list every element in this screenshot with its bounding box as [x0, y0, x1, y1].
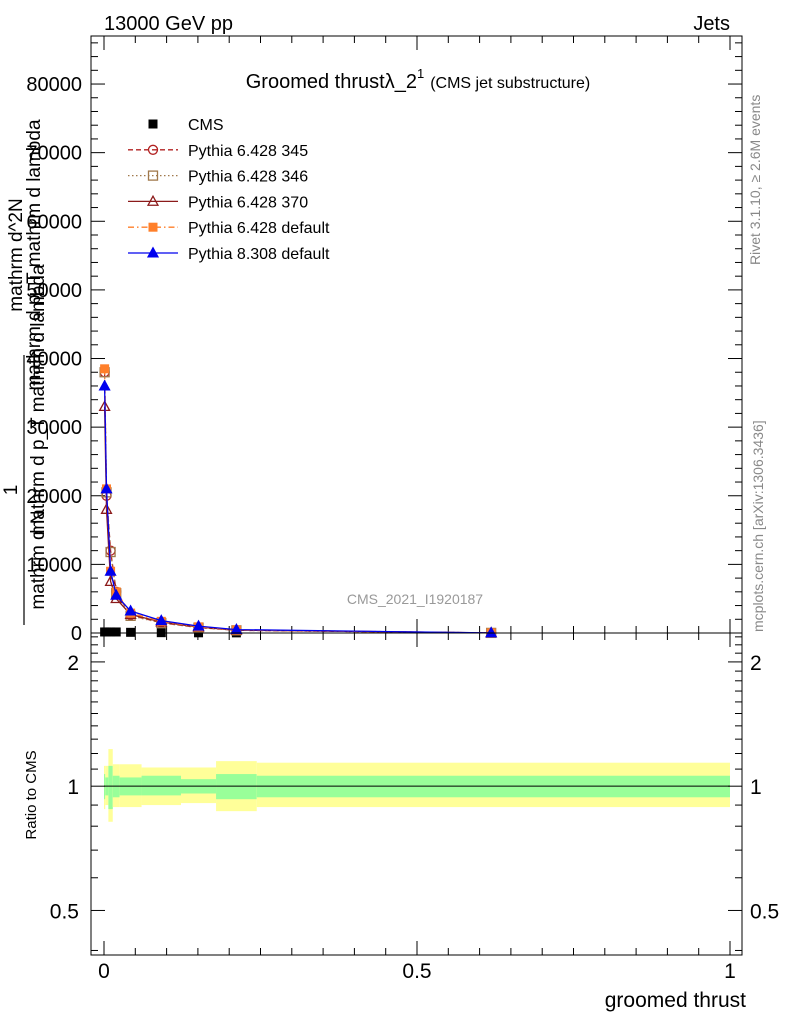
y-label-numerator: 1	[1, 485, 22, 496]
legend-marker	[148, 222, 158, 232]
ratio-bands	[104, 749, 730, 822]
y-label-denominator: mathrm d N	[28, 510, 49, 609]
x-tick-label: 0	[98, 960, 110, 983]
y-label-line3: mathrm d p_T mathrm d lambda	[28, 264, 49, 535]
main-y-tick-label: 50000	[26, 280, 82, 302]
y-label-line1: mathrm d^2N	[6, 198, 27, 311]
ratio-ticks: 0.5 0.5 1 1 2 2 0 0.5 1	[50, 633, 779, 983]
legend-item: Pythia 6.428 345	[128, 143, 308, 160]
legend-label: Pythia 8.308 default	[188, 246, 330, 263]
main-y-tick-label: 80000	[26, 74, 82, 96]
legend-label: Pythia 6.428 370	[188, 194, 308, 211]
chart-title-main: Groomed thrustλ_2	[246, 71, 417, 93]
data-point	[126, 627, 136, 637]
main-y-tick-label: 30000	[26, 417, 82, 439]
main-ticks: 0 10000 20000 30000 40000 50000 60000 70000 8000…	[26, 36, 742, 645]
main-y-tick-label: 70000	[26, 143, 82, 165]
x-tick-label: 0.5	[402, 960, 431, 983]
legend-item: Pythia 6.428 370	[128, 194, 308, 211]
analysis-watermark: CMS_2021_I1920187	[347, 591, 483, 607]
ratio-inner-band	[108, 765, 113, 810]
x-axis-label: groomed thrust	[605, 989, 746, 1012]
legend-marker	[147, 144, 159, 155]
ratio-y-tick-label: 2	[67, 652, 79, 675]
legend-item: Pythia 8.308 default	[128, 246, 330, 263]
legend-label: CMS	[188, 117, 224, 134]
process-label: Jets	[693, 13, 730, 35]
data-point	[100, 502, 113, 514]
main-y-axis-label: mathrm d^2N mathrm d p_T mathrm d lambda…	[1, 119, 49, 625]
data-point	[485, 626, 498, 638]
data-point	[192, 619, 205, 631]
main-y-tick-label: 40000	[26, 349, 82, 371]
data-point	[105, 546, 116, 558]
rivet-label: Rivet 3.1.10, ≥ 2.6M events	[747, 95, 763, 265]
data-point	[98, 379, 111, 391]
series-layer	[98, 364, 498, 639]
mcplots-label: mcplots.cern.ch [arXiv:1306.3436]	[750, 420, 766, 632]
series-pythia-8-308-default	[98, 379, 498, 638]
chart-title-superscript: 1	[417, 66, 424, 81]
legend-marker	[147, 170, 159, 181]
ratio-y-label: Ratio to CMS	[23, 750, 40, 839]
legend-marker	[146, 194, 160, 206]
main-y-tick-label: 60000	[26, 211, 82, 233]
ratio-y-tick-label-right: 1	[750, 776, 762, 799]
legend-label: Pythia 6.428 346	[188, 169, 308, 186]
beam-label: 13000 GeV pp	[104, 13, 233, 35]
main-y-tick-label: 20000	[26, 486, 82, 508]
legend-label: Pythia 6.428 default	[188, 220, 330, 237]
legend: CMS Pythia 6.428 345 Pythia 6.428 346 Pythi…	[128, 117, 330, 263]
chart-subtitle: (CMS jet substructure)	[430, 75, 590, 92]
data-point	[111, 627, 121, 637]
legend-marker	[146, 246, 160, 258]
data-point	[100, 482, 113, 494]
main-y-tick-label: 10000	[26, 554, 82, 576]
data-point	[100, 364, 110, 374]
ratio-y-tick-label: 0.5	[50, 900, 79, 923]
ratio-y-tick-label-right: 2	[750, 652, 762, 675]
ratio-y-tick-label-right: 0.5	[750, 900, 779, 923]
data-point	[106, 627, 116, 637]
legend-item: CMS	[148, 117, 224, 134]
data-point	[124, 604, 137, 616]
data-point	[110, 588, 123, 600]
x-tick-label: 1	[724, 960, 736, 983]
legend-label: Pythia 6.428 345	[188, 143, 308, 160]
chart-title: Groomed thrustλ_21 (CMS jet substructure)	[246, 66, 590, 93]
data-point	[104, 564, 117, 576]
legend-item: Pythia 6.428 346	[128, 169, 308, 186]
legend-item: Pythia 6.428 default	[128, 220, 330, 237]
ratio-y-tick-label: 1	[67, 776, 79, 799]
legend-marker	[148, 119, 158, 129]
y-label-line2: mathrm d p_T mathrm d lambda	[24, 119, 45, 390]
ratio-inner-band	[141, 775, 181, 796]
main-y-tick-label: 0	[71, 623, 82, 645]
data-point	[155, 614, 168, 626]
